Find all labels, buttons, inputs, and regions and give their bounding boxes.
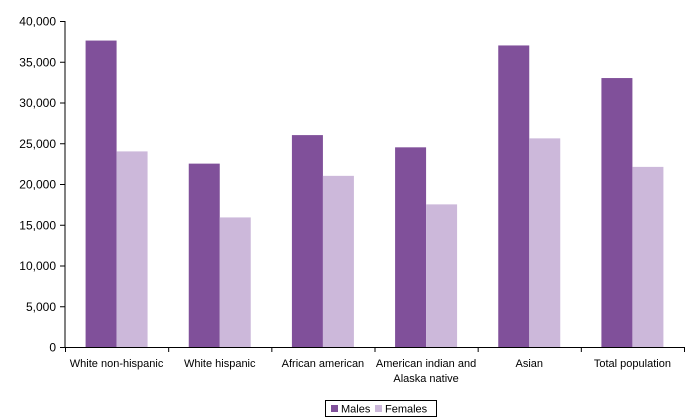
bar-males: [188, 163, 220, 347]
bar-females: [116, 151, 148, 347]
bar-males: [291, 135, 323, 347]
y-tick-label: 30,000: [19, 96, 56, 110]
y-tick-label: 35,000: [19, 55, 56, 69]
bar-females: [219, 217, 251, 347]
legend: Males Females: [325, 400, 437, 417]
bar-males: [85, 40, 117, 348]
x-category-label: Asian: [515, 358, 543, 370]
bar-females: [529, 138, 561, 347]
legend-label-males: Males: [341, 404, 371, 416]
y-tick-label: 25,000: [19, 137, 56, 151]
bar-males: [395, 147, 427, 347]
legend-label-females: Females: [385, 404, 428, 416]
bars-group: [85, 40, 664, 348]
x-category-label: White non-hispanic: [70, 358, 164, 370]
x-axis: White non-hispanic White hispanic African …: [65, 347, 685, 385]
bar-males: [601, 78, 633, 348]
legend-swatch-males: [331, 405, 338, 412]
bar-females: [632, 166, 664, 347]
x-category-label: Alaska native: [393, 373, 458, 385]
y-axis: 0 5,000 10,000 15,000 20,000 25,000 30,000 35,0…: [19, 15, 66, 355]
bar-males: [498, 45, 530, 347]
y-tick-label: 40,000: [19, 15, 56, 29]
bar-females: [426, 204, 458, 347]
x-category-label: African american: [282, 358, 365, 370]
y-tick-label: 20,000: [19, 178, 56, 192]
x-category-label: American indian and: [376, 358, 476, 370]
y-tick-label: 0: [49, 341, 56, 355]
legend-swatch-females: [375, 405, 382, 412]
y-tick-label: 10,000: [19, 259, 56, 273]
x-category-label: White hispanic: [184, 358, 256, 370]
y-tick-label: 5,000: [26, 300, 56, 314]
y-tick-label: 15,000: [19, 218, 56, 232]
x-category-label: Total population: [594, 358, 671, 370]
bar-females: [322, 175, 354, 347]
